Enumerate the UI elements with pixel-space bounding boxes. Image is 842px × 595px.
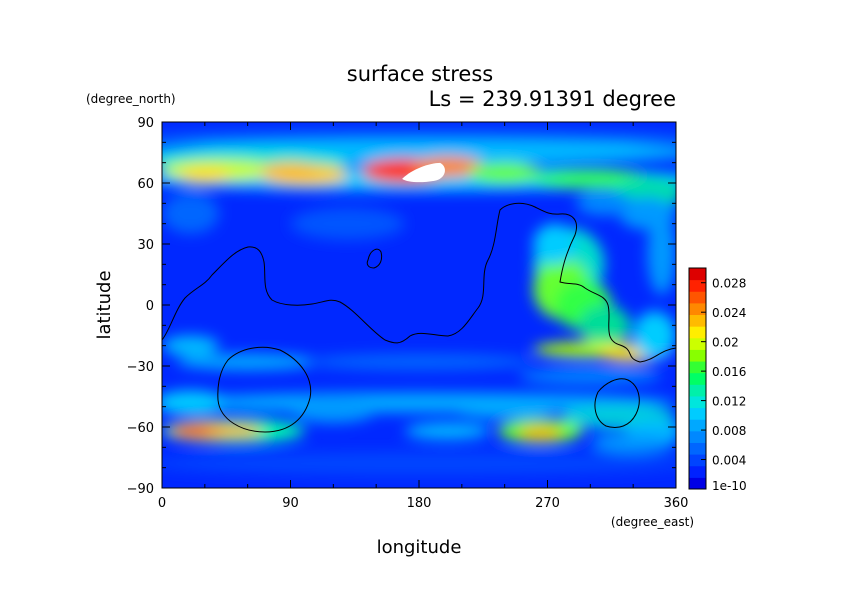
colorbar-swatch <box>689 314 706 327</box>
colorbar-swatch <box>689 465 706 478</box>
colorbar-swatch <box>689 302 706 316</box>
colorbar-swatch <box>689 419 706 432</box>
field-blob-32 <box>290 398 377 423</box>
colorbar-swatch <box>689 384 706 397</box>
colorbar-tick-label: 0.016 <box>712 365 746 379</box>
y-tick-label: −30 <box>127 360 154 375</box>
field-blob-31 <box>162 390 227 415</box>
y-tick-label: −60 <box>127 421 154 436</box>
chart-subtitle: Ls = 239.91391 degree <box>429 87 676 111</box>
colorbar-swatch <box>689 337 706 350</box>
colorbar-tick-label: 0.028 <box>712 277 746 291</box>
y-tick-label: 0 <box>146 299 154 314</box>
contour-lines <box>162 202 676 433</box>
field-blob-43 <box>590 433 676 454</box>
colorbar-tick-label: 0.02 <box>712 336 739 350</box>
x-tick-label: 360 <box>664 496 689 511</box>
field-blob-28 <box>304 353 534 371</box>
x-tick-label: 180 <box>407 496 432 511</box>
colorbar-tick-label: 0.004 <box>712 454 746 468</box>
heatmap-field <box>162 122 676 488</box>
x-tick-label: 90 <box>282 496 299 511</box>
x-axis: 0 90 180 270 360 <box>158 122 689 511</box>
field-blob-21 <box>578 305 631 346</box>
x-axis-label: longitude <box>377 537 462 558</box>
field-blob-7 <box>179 166 231 183</box>
field-blobs <box>162 130 676 476</box>
colorbar-tick-label: 0.012 <box>712 395 746 409</box>
x-tick-label: 0 <box>158 496 166 511</box>
contour-line-island <box>366 248 383 269</box>
above-max-region <box>402 162 445 183</box>
field-blob-24 <box>633 311 676 360</box>
colorbar-swatch <box>689 361 706 374</box>
colorbar-tick-label: 0.024 <box>712 306 746 320</box>
colorbar-frame <box>688 267 707 490</box>
colorbar-tick-label: 0.008 <box>712 424 746 438</box>
colorbar-swatch <box>689 442 706 455</box>
field-blob-40 <box>404 422 491 440</box>
field-blob-33 <box>447 394 562 419</box>
colorbar-swatch <box>689 279 706 292</box>
field-blob-15 <box>162 193 220 234</box>
contour-line-east-ring <box>594 378 640 428</box>
colorbar-swatch <box>689 291 706 304</box>
y-tick-label: 30 <box>137 238 154 253</box>
field-blob-39 <box>518 427 562 440</box>
y-axis: 90 60 30 0 −30 −60 −90 <box>127 116 676 497</box>
field-blob-29 <box>162 335 220 356</box>
colorbar-swatch <box>689 407 706 420</box>
colorbar-swatch <box>689 268 706 281</box>
field-blob-26 <box>518 368 662 385</box>
y-unit-label: (degree_north) <box>86 92 176 106</box>
field-blob-6 <box>261 162 320 179</box>
colorbar-swatch <box>689 430 706 443</box>
field-blob-27 <box>176 353 320 371</box>
colorbar-swatch <box>689 326 706 339</box>
y-tick-label: 60 <box>137 177 154 192</box>
colorbar-swatch <box>689 372 706 385</box>
field-blob-10 <box>468 162 541 183</box>
colorbar-swatch <box>689 395 706 409</box>
field-blob-14 <box>576 191 634 216</box>
contour-line-south-ring <box>217 346 312 433</box>
y-axis-label: latitude <box>94 270 115 339</box>
y-tick-label: −90 <box>127 482 154 497</box>
field-blob-42 <box>162 451 676 476</box>
colorbar-swatch <box>689 454 706 467</box>
colorbar-swatch <box>689 349 706 362</box>
field-blob-16 <box>290 207 405 240</box>
contour-line-west <box>162 202 676 363</box>
colorbar-swatch <box>689 477 706 490</box>
chart-title: surface stress <box>347 62 493 86</box>
field-blob-20 <box>533 223 577 265</box>
field-blob-37 <box>204 424 262 438</box>
colorbar-tick-label: 1e-10 <box>712 479 747 493</box>
colorbar: 1e-10 0.004 0.008 0.012 0.016 0.02 0.024 0.028 <box>688 267 747 493</box>
field-blob-25 <box>647 213 676 295</box>
x-tick-label: 270 <box>535 496 560 511</box>
x-unit-label: (degree_east) <box>611 515 694 529</box>
y-tick-label: 90 <box>137 116 154 131</box>
